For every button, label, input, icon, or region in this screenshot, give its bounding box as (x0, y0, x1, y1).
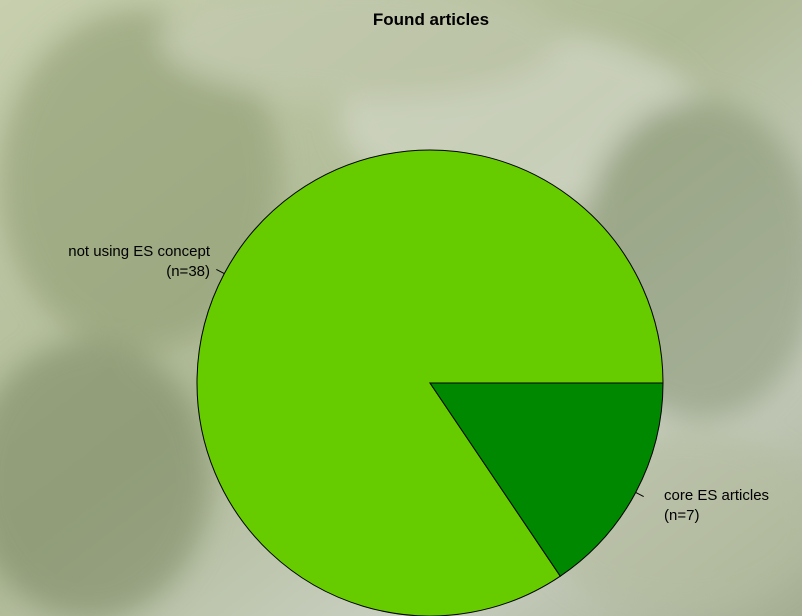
chart-title: Found articles (372, 10, 490, 29)
leader-line-1 (635, 491, 644, 498)
slice-label-count: (n=7) (664, 507, 700, 524)
slice-label-core-es-articles: core ES articles (n=7) (664, 486, 769, 526)
slice-label-count: (n=38) (166, 263, 210, 280)
leader-line-0 (216, 268, 225, 275)
slice-label-not-using-es-concept: not using ES concept (n=38) (68, 242, 210, 282)
slice-label-name: not using ES concept (68, 243, 210, 260)
slice-label-name: core ES articles (664, 487, 770, 504)
pie-slice-not-using-es-concept (196, 149, 664, 616)
